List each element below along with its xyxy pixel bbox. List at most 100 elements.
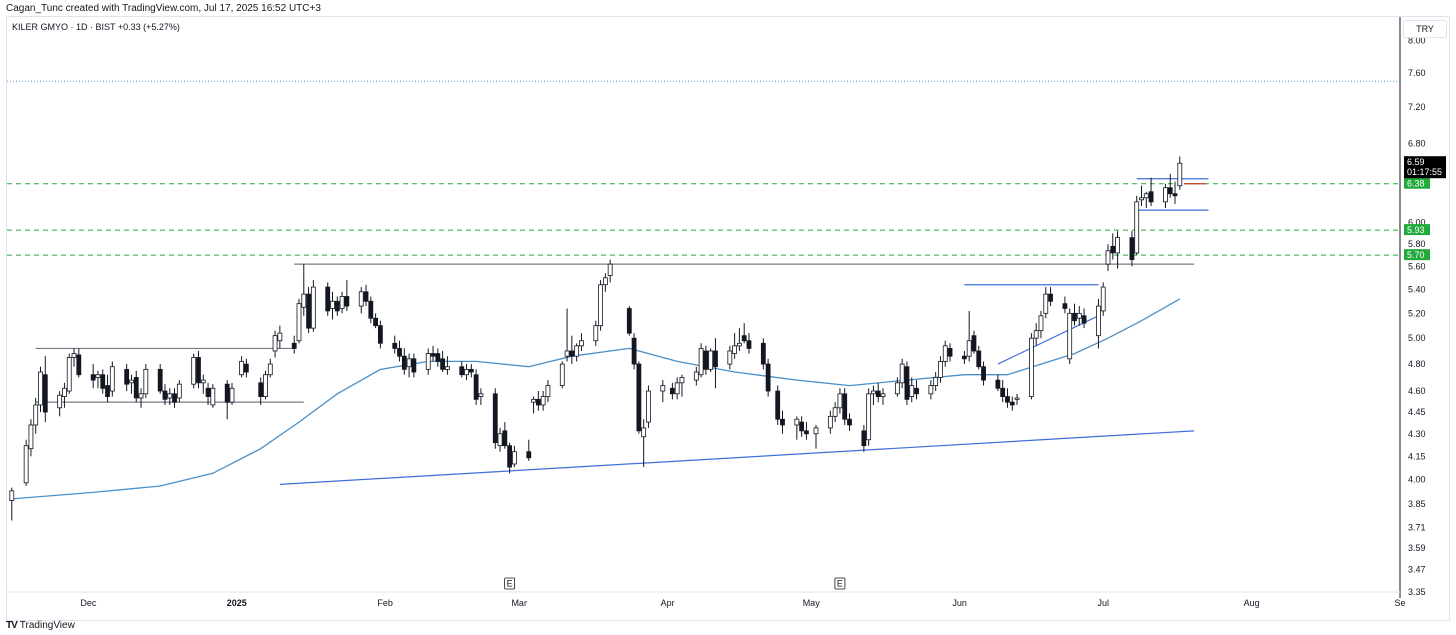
candle-body [598, 284, 603, 327]
candle-body [1000, 387, 1006, 397]
candle-body [1005, 396, 1010, 403]
candle [334, 296, 340, 316]
chart-frame [6, 16, 1450, 621]
candle-body [478, 393, 484, 397]
candle-body [143, 368, 149, 395]
candle [602, 273, 608, 292]
candle-body [569, 350, 575, 357]
candle-body [1067, 312, 1073, 360]
candle-body [559, 363, 565, 386]
candle [1177, 156, 1183, 190]
candle-body [435, 353, 441, 362]
candle [966, 310, 972, 362]
moving-average-line [11, 298, 1181, 500]
candle-body [713, 350, 718, 368]
candle-body [1033, 330, 1039, 339]
candle [330, 291, 335, 320]
level-label-box [1404, 224, 1430, 236]
candle-body [401, 355, 407, 370]
candle [842, 388, 848, 425]
price-axis[interactable]: 8.007.607.206.806.406.005.805.605.405.20… [1183, 35, 1446, 597]
candle-body [535, 398, 541, 406]
candle-body [464, 368, 469, 376]
candle [162, 384, 168, 405]
candle [105, 374, 110, 403]
candle-body [124, 368, 130, 385]
candle [708, 348, 714, 373]
candle [440, 351, 446, 373]
candle-body [894, 382, 900, 395]
symbol-info[interactable]: KILER GMYO · 1D · BIST [12, 22, 116, 32]
candle [703, 345, 709, 375]
candle-body [444, 366, 450, 370]
candle-body [780, 418, 785, 426]
candle-body [167, 393, 173, 399]
candle [397, 340, 402, 362]
candle-body [842, 393, 848, 420]
candle-body [727, 350, 733, 365]
candle [636, 361, 642, 434]
candle [406, 353, 412, 378]
candle-body [258, 382, 264, 397]
trend-drawings[interactable] [35, 178, 1209, 485]
candle [837, 388, 843, 414]
candle [143, 364, 149, 398]
candle-body [425, 353, 431, 370]
candle-body [1115, 237, 1120, 254]
candle-body [928, 385, 934, 395]
candle [626, 306, 632, 336]
level-label-text: 5.93 [1407, 225, 1425, 235]
candle [430, 345, 436, 362]
candles-layer [9, 156, 1183, 521]
candle [861, 424, 867, 452]
time-tick-label: Apr [661, 598, 675, 608]
time-axis[interactable]: Dec 2025 Feb Mar Apr May Jun Jul Aug Se [80, 598, 1405, 608]
candle [1096, 298, 1101, 349]
price-tick-label: 3.35 [1408, 587, 1426, 597]
candle-body [1029, 337, 1034, 397]
candle-body [133, 377, 139, 399]
currency-button[interactable]: TRY [1403, 20, 1447, 38]
candle [502, 422, 508, 449]
candle [205, 382, 211, 405]
price-tick-label: 5.00 [1408, 333, 1426, 343]
price-tick-label: 4.30 [1408, 429, 1426, 439]
candle [981, 361, 986, 386]
candle-body [1134, 201, 1140, 254]
candle-body [1014, 397, 1020, 400]
candle-body [90, 374, 96, 381]
candle [57, 391, 63, 417]
countdown-label: 01:17:55 [1407, 167, 1442, 177]
candle-body [205, 387, 211, 397]
candle [358, 287, 364, 314]
candle-body [502, 430, 508, 447]
candle-body [579, 340, 584, 347]
candle-body [95, 374, 101, 378]
earnings-marker-box [834, 577, 846, 590]
candle [138, 388, 144, 408]
candle [660, 380, 666, 403]
candle-body [1076, 312, 1082, 319]
candle-body [1163, 187, 1168, 203]
candle [9, 487, 15, 521]
candle [157, 364, 163, 394]
candle [167, 388, 173, 405]
candle [76, 348, 82, 378]
candle [741, 323, 747, 344]
time-tick-label: May [803, 598, 821, 608]
candle [995, 374, 1001, 392]
candle-body [827, 415, 833, 429]
candle [1115, 231, 1120, 269]
candle [325, 282, 331, 316]
candle [1081, 308, 1087, 329]
brand-name: TradingView [19, 620, 75, 631]
candle-body [1110, 245, 1116, 254]
candle-body [961, 355, 967, 360]
candle [109, 361, 115, 397]
price-tick-label: 7.20 [1408, 102, 1426, 112]
price-tick-label: 4.45 [1408, 407, 1426, 417]
candle-body [875, 390, 881, 397]
candle [1143, 191, 1149, 209]
